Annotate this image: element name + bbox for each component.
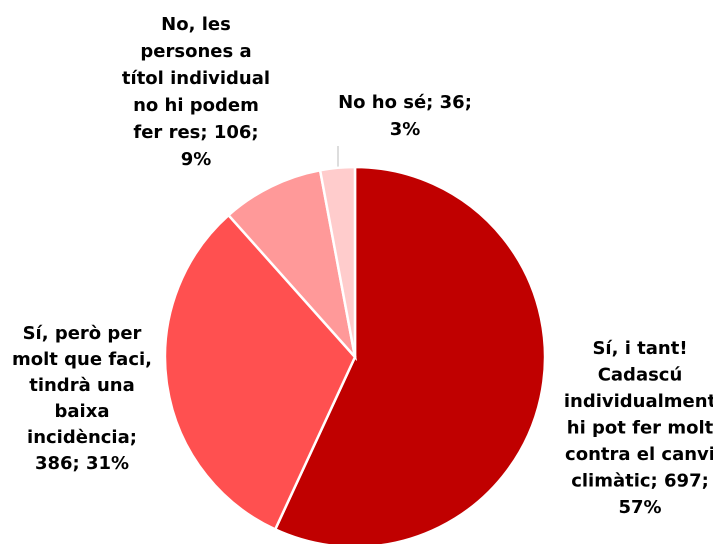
slice-label: No ho sé; 36; <box>338 92 472 113</box>
slice-label: tindrà una <box>29 375 135 396</box>
slice-label: No, les <box>161 14 231 35</box>
slice-label: persones a <box>140 41 251 62</box>
pie-slice <box>273 165 547 544</box>
slice-label: molt que faci, <box>12 349 152 370</box>
slice-label: títol individual <box>122 68 270 89</box>
slice-label: Cadascú <box>598 365 683 386</box>
slice-label: climàtic; 697; <box>571 471 709 492</box>
slice-label: Sí, i tant! <box>592 338 687 359</box>
slice-label: Sí, però per <box>23 323 142 344</box>
pie-slice <box>318 165 357 358</box>
slice-label: individualment <box>564 391 713 412</box>
slice-label: 9% <box>181 149 212 170</box>
slice-label: 386; 31% <box>35 453 129 474</box>
pie-slice <box>163 213 357 532</box>
slice-label: no hi podem <box>133 95 259 116</box>
slice-label: 3% <box>390 119 421 140</box>
slice-label: baixa <box>55 401 110 422</box>
pie-slice <box>226 168 358 362</box>
slice-label: contra el canvi <box>565 444 713 465</box>
slice-label: fer res; 106; <box>133 122 258 143</box>
slice-label: hi pot fer molt <box>567 418 713 439</box>
slice-label: 57% <box>618 497 661 518</box>
slice-label: incidència; <box>27 427 137 448</box>
